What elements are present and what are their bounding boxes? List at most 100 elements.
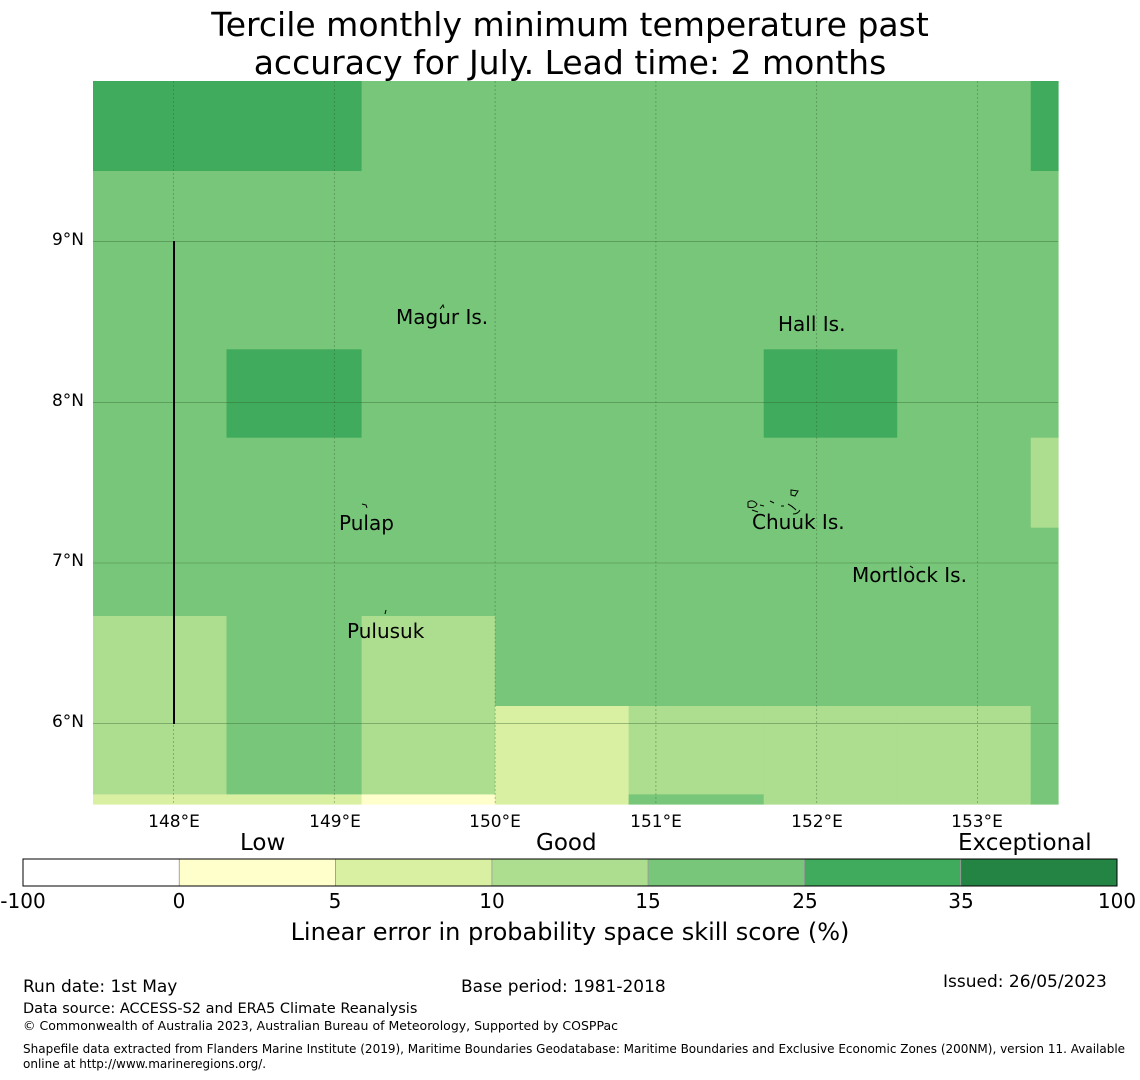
skill-cell <box>93 259 228 350</box>
colorbar-tick: 5 <box>328 889 342 913</box>
copyright: © Commonwealth of Australia 2023, Austra… <box>23 1018 618 1033</box>
colorbar-tick: 0 <box>172 889 186 913</box>
skill-cell <box>1030 437 1059 529</box>
skill-cell <box>628 259 765 350</box>
place-label-magur: Magur Is. <box>396 305 489 329</box>
shapefile-credit-line-2: online at http://www.marineregions.org/. <box>23 1057 267 1071</box>
place-label-mortlock: Mortlock Is. <box>852 563 967 587</box>
skill-cell <box>763 259 898 350</box>
skill-cell <box>361 616 496 707</box>
lat-label-8n: 8°N <box>51 391 84 411</box>
skill-cell <box>226 349 363 439</box>
skill-cell <box>226 706 363 795</box>
lon-label-149e: 149°E <box>309 812 361 832</box>
skill-cell <box>763 81 898 172</box>
skill-cell <box>495 616 630 707</box>
colorbar-tick: 100 <box>1097 889 1137 913</box>
skill-cell <box>628 81 765 172</box>
chuuk-island-outline <box>747 489 801 515</box>
lat-label-9n: 9°N <box>51 230 84 250</box>
skill-cell <box>897 349 1032 439</box>
island-outlines <box>361 303 914 615</box>
skill-cell <box>763 171 898 260</box>
skill-cell <box>93 81 228 172</box>
colorbar <box>22 858 1118 887</box>
colorbar-outline <box>22 858 1118 887</box>
skill-cell <box>361 349 496 439</box>
skill-cell <box>495 794 630 805</box>
pulusuk-island-outline <box>384 609 387 615</box>
skill-cell <box>495 706 630 795</box>
shapefile-credit-line-1: Shapefile data extracted from Flanders M… <box>23 1042 1126 1056</box>
colorbar-category-low: Low <box>240 830 286 856</box>
colorbar-swatch <box>491 858 649 887</box>
skill-cell <box>897 437 1032 529</box>
lon-label-148e: 148°E <box>148 812 200 832</box>
chart-title: Tercile monthly minimum temperature past… <box>0 6 1140 82</box>
skill-cell <box>763 706 898 795</box>
colorbar-label: Linear error in probability space skill … <box>290 918 850 946</box>
skill-cell <box>93 349 228 439</box>
skill-cell <box>93 171 228 260</box>
skill-cell <box>495 259 630 350</box>
skill-cell <box>495 81 630 172</box>
lon-label-151e: 151°E <box>630 812 682 832</box>
skill-cell <box>763 349 898 439</box>
skill-cell <box>897 794 1032 805</box>
colorbar-swatch <box>178 858 337 887</box>
skill-cell <box>1030 616 1059 707</box>
skill-cell <box>763 437 898 529</box>
place-label-pulap: Pulap <box>339 511 394 535</box>
skill-cell <box>361 437 496 529</box>
skill-cell <box>93 706 228 795</box>
skill-cell <box>628 171 765 260</box>
skill-cell <box>1030 349 1059 439</box>
skill-cell <box>628 349 765 439</box>
place-label-hall: Hall Is. <box>778 312 846 336</box>
issued-date: Issued: 26/05/2023 <box>943 972 1107 992</box>
skill-cell <box>1030 259 1059 350</box>
skill-cell <box>897 81 1032 172</box>
skill-cell <box>93 794 228 805</box>
skill-cell <box>897 171 1032 260</box>
colorbar-tick: 15 <box>635 889 661 913</box>
colorbar-swatch <box>335 858 493 887</box>
colorbar-tick: -100 <box>0 889 46 913</box>
skill-cell <box>763 616 898 707</box>
skill-cell <box>226 616 363 707</box>
title-line-2: accuracy for July. Lead time: 2 months <box>253 43 887 82</box>
pulap-island-outline <box>361 503 368 509</box>
skill-cell <box>763 527 898 617</box>
skill-cell <box>1030 794 1059 805</box>
colorbar-swatch <box>960 858 1118 887</box>
skill-cell <box>361 527 496 617</box>
skill-cell <box>226 437 363 529</box>
lon-label-153e: 153°E <box>951 812 1003 832</box>
lon-label-150e: 150°E <box>469 812 521 832</box>
skill-cell <box>1030 81 1059 172</box>
lat-label-6n: 6°N <box>51 712 84 732</box>
skill-cell <box>763 794 898 805</box>
skill-cell <box>897 706 1032 795</box>
colorbar-category-good: Good <box>536 830 597 856</box>
colorbar-tick: 35 <box>948 889 974 913</box>
graticule-lines <box>93 81 1058 804</box>
colorbar-category-exceptional: Exceptional <box>958 830 1092 856</box>
colorbar-tick: 10 <box>479 889 505 913</box>
title-line-1: Tercile monthly minimum temperature past <box>211 5 929 44</box>
skill-cell <box>1030 527 1059 617</box>
skill-cell <box>226 794 363 805</box>
lon-label-152e: 152°E <box>791 812 843 832</box>
magur-island-outline <box>439 303 445 310</box>
skill-cell <box>495 349 630 439</box>
colorbar-swatch <box>647 858 805 887</box>
colorbar-swatch <box>22 858 180 887</box>
skill-cell <box>1030 171 1059 260</box>
mortlock-island-outline <box>909 565 914 569</box>
skill-cell <box>226 259 363 350</box>
skill-cell <box>361 171 496 260</box>
skill-cell <box>1030 706 1059 795</box>
skill-cell <box>897 616 1032 707</box>
skill-cell <box>628 616 765 707</box>
